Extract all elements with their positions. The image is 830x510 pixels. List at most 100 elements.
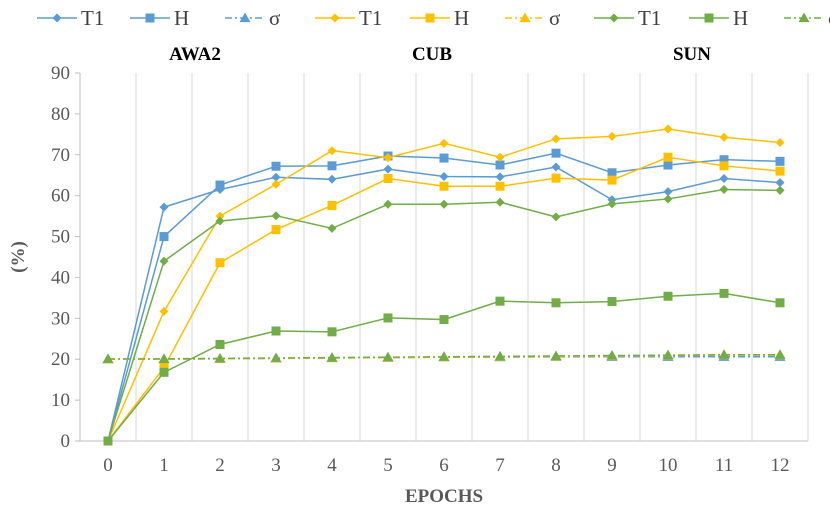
legend-item-sun-t1: T1 [594, 6, 661, 30]
legend: T1 Hσ T1 Hσ T1 Hσ [37, 6, 830, 30]
data-point-sun-t1 [551, 212, 561, 222]
data-point-awa2-h [495, 160, 505, 170]
data-point-awa2-t1 [551, 162, 561, 172]
legend-marker [239, 12, 251, 23]
legend-marker [330, 13, 340, 23]
legend-marker [145, 13, 155, 23]
data-point-cub-t1 [383, 153, 393, 163]
y-tick-label: 90 [51, 63, 70, 84]
data-point-sun-t1 [775, 185, 785, 195]
data-point-awa2-h [439, 153, 449, 163]
data-point-sun-t1 [719, 185, 729, 195]
legend-label: σ [549, 6, 560, 30]
data-point-sun-sigma [718, 349, 730, 359]
data-point-sun-sigma [606, 350, 618, 360]
data-point-cub-t1 [719, 132, 729, 142]
data-point-cub-h [495, 181, 505, 191]
data-point-sun-h [607, 297, 617, 307]
legend-label: σ [828, 6, 830, 30]
data-point-sun-h [439, 315, 449, 325]
data-point-awa2-h [775, 156, 785, 166]
x-tick-label: 9 [607, 455, 617, 476]
data-point-cub-h [607, 175, 617, 185]
x-tick-label: 2 [215, 455, 225, 476]
x-tick-label: 6 [439, 455, 449, 476]
data-point-cub-t1 [607, 131, 617, 141]
data-point-cub-t1 [439, 138, 449, 148]
data-point-cub-t1 [327, 146, 337, 156]
legend-item-cub-sigma: σ [505, 6, 560, 30]
data-point-sun-h [327, 327, 337, 337]
data-point-sun-h [719, 288, 729, 298]
data-point-cub-h [663, 152, 673, 162]
x-tick-label: 1 [159, 455, 169, 476]
data-point-sun-t1 [663, 194, 673, 204]
data-point-awa2-t1 [327, 174, 337, 184]
data-point-cub-h [159, 362, 169, 372]
series-sun-sigma [102, 349, 786, 363]
legend-item-cub-t1: T1 [315, 6, 382, 30]
x-tick-label: 11 [715, 455, 733, 476]
legend-item-awa2-sigma: σ [225, 6, 280, 30]
data-point-awa2-h [159, 232, 169, 242]
series-cub-t1 [103, 124, 785, 446]
data-point-sun-sigma [326, 352, 338, 362]
x-tick-label: 0 [103, 455, 113, 476]
data-point-awa2-h [663, 160, 673, 170]
legend-marker [798, 12, 810, 23]
y-tick-label: 70 [51, 145, 70, 166]
data-point-awa2-t1 [439, 171, 449, 181]
data-point-awa2-h [719, 155, 729, 165]
data-point-awa2-t1 [159, 202, 169, 212]
group-label-awa2: AWA2 [169, 44, 221, 65]
data-point-cub-h [215, 258, 225, 268]
group-label-sun: SUN [673, 44, 711, 65]
data-point-awa2-h [607, 168, 617, 178]
data-point-awa2-t1 [775, 178, 785, 188]
data-point-sun-h [495, 296, 505, 306]
legend-item-cub-h: H [410, 6, 469, 30]
legend-marker [704, 13, 714, 23]
y-tick-label: 10 [51, 390, 70, 411]
legend-item-sun-sigma: σ [784, 6, 830, 30]
series-awa2-h [103, 148, 785, 446]
data-point-cub-h [383, 173, 393, 183]
data-point-sun-sigma [382, 351, 394, 362]
legend-item-awa2-h: H [130, 6, 189, 30]
x-tick-label: 8 [551, 455, 561, 476]
x-tick-label: 3 [271, 455, 281, 476]
data-point-sun-t1 [327, 223, 337, 233]
legend-label: T1 [81, 6, 104, 30]
data-point-sun-t1 [159, 256, 169, 266]
legend-item-awa2-t1: T1 [37, 6, 104, 30]
y-tick-label: 0 [61, 431, 71, 452]
legend-marker [425, 13, 435, 23]
x-tick-label: 5 [383, 455, 393, 476]
data-point-cub-t1 [271, 179, 281, 189]
y-tick-label: 50 [51, 227, 70, 248]
x-tick-label: 4 [327, 455, 337, 476]
data-point-sun-t1 [495, 197, 505, 207]
data-point-sun-h [383, 313, 393, 323]
legend-label: T1 [359, 6, 382, 30]
legend-label: H [733, 6, 748, 30]
data-point-sun-t1 [215, 216, 225, 226]
data-point-sun-h [159, 367, 169, 377]
series-sun-h [103, 288, 785, 446]
series-lines [102, 124, 786, 446]
data-point-sun-sigma [214, 352, 226, 363]
data-point-sun-sigma [158, 353, 170, 363]
y-tick-label: 30 [51, 308, 70, 329]
data-point-sun-t1 [383, 199, 393, 209]
legend-label: H [454, 6, 469, 30]
data-point-sun-h [271, 326, 281, 336]
data-point-awa2-h [215, 180, 225, 190]
y-tick-label: 20 [51, 349, 70, 370]
y-tick-label: 40 [51, 267, 70, 288]
data-point-cub-t1 [215, 211, 225, 221]
group-labels: AWA2 CUB SUN [169, 44, 711, 65]
data-point-sun-sigma [270, 352, 282, 363]
data-point-sun-sigma [662, 349, 674, 360]
legend-item-sun-h: H [689, 6, 748, 30]
